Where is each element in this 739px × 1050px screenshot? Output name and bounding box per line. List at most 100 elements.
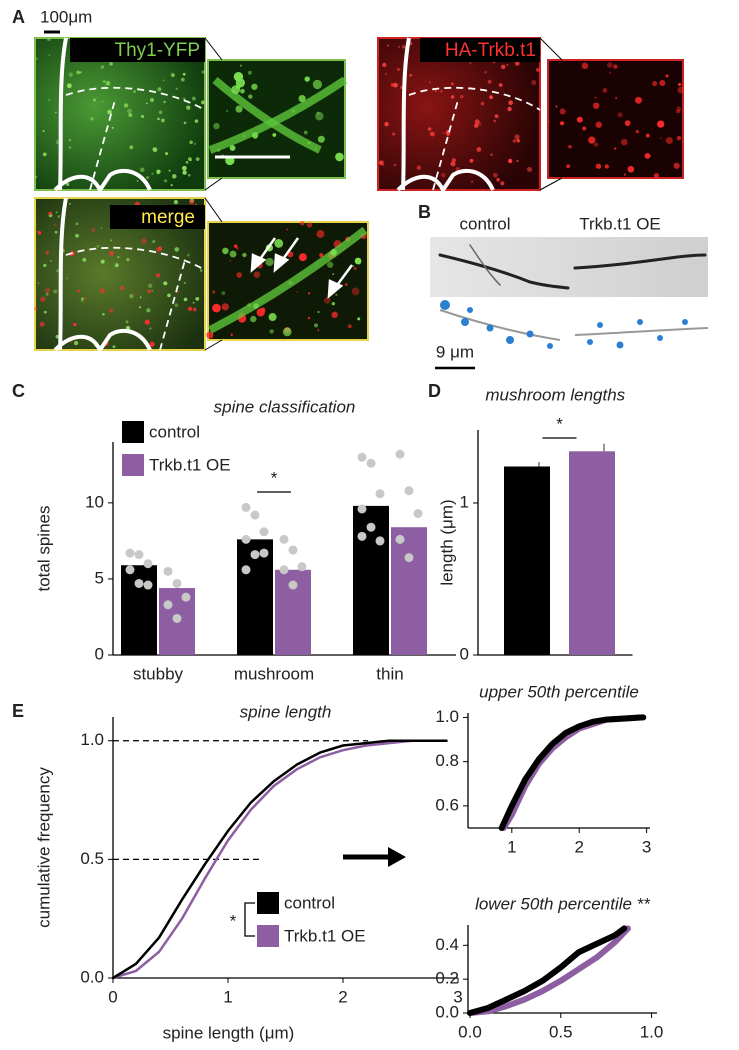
speckle-dot [331, 301, 336, 306]
control-label: control [459, 214, 510, 233]
speckle-dot [613, 64, 618, 69]
chart-title: spine classification [214, 397, 356, 416]
speckle-dot [317, 329, 320, 332]
x-axis-label: spine length (μm) [163, 1023, 295, 1042]
speckle-dot [559, 108, 566, 115]
speckle-dot [145, 102, 148, 105]
speckle-dot [450, 161, 456, 167]
speckle-dot [595, 163, 602, 169]
transition-arrow [343, 847, 406, 867]
speckle-dot [508, 100, 514, 106]
speckle-dot [393, 163, 397, 167]
speckle-dot [531, 79, 537, 86]
speckle-dot [40, 296, 46, 302]
speckle-dot [175, 87, 178, 90]
y-tick-label: 0.8 [435, 751, 459, 770]
speckle-dot [73, 322, 77, 327]
speckle-dot [657, 120, 665, 128]
speckle-dot [469, 158, 474, 163]
speckle-dot [123, 103, 129, 108]
legend-label: control [149, 422, 200, 441]
x-tick-label: 0.0 [458, 1022, 482, 1041]
zoom-connectors [204, 37, 563, 351]
speckle-dot [314, 147, 317, 150]
speckle-dot [173, 199, 179, 205]
data-point [357, 504, 367, 514]
speckle-dot [507, 158, 513, 164]
data-point [134, 578, 144, 588]
y-tick-label: 0 [460, 644, 469, 663]
speckle-dot [441, 172, 446, 178]
speckle-dot [189, 199, 195, 205]
speckle-dot [152, 240, 156, 243]
y-tick-label: 1.0 [80, 730, 104, 749]
speckle-dot [83, 297, 86, 300]
speckle-dot [53, 223, 57, 226]
data-point [279, 534, 289, 544]
data-point [125, 565, 135, 575]
data-point [241, 565, 251, 575]
speckle-dot [170, 72, 175, 78]
speckle-dot [109, 239, 113, 242]
reconstruction-spines [440, 300, 688, 349]
speckle-dot [136, 179, 139, 182]
speckle-dot [68, 72, 73, 77]
merge-label: merge [141, 207, 195, 228]
speckle-dot [145, 176, 150, 180]
speckle-dot [319, 253, 324, 258]
speckle-dot [183, 121, 187, 125]
speckle-dot [307, 141, 311, 145]
speckle-dot [90, 116, 94, 121]
label-box [420, 38, 540, 62]
chart-title: lower 50th percentile ** [475, 894, 651, 913]
speckle-dot [308, 292, 311, 295]
data-point [366, 458, 376, 468]
speckle-dot [330, 249, 337, 256]
speckle-dot [37, 282, 40, 284]
speckle-dot [298, 253, 307, 262]
speckle-dot [439, 89, 443, 93]
speckle-dot [225, 109, 229, 112]
speckle-dot [75, 233, 79, 238]
speckle-dot [235, 105, 243, 113]
data-point [181, 592, 191, 602]
speckle-dot [183, 297, 188, 302]
speckle-dot [45, 287, 51, 294]
speckle-dot [588, 136, 596, 144]
data-point [413, 509, 423, 519]
speckle-dot [652, 80, 658, 87]
speckle-dot [506, 63, 509, 66]
ha-label: HA-Trkb.t1 [445, 40, 536, 61]
y-tick-label: 0.0 [80, 967, 104, 986]
x-tick-label: 1 [223, 987, 232, 1006]
speckle-dot [593, 102, 600, 109]
data-point [375, 489, 385, 499]
speckle-dot [233, 244, 238, 248]
speckle-dot [665, 74, 669, 78]
speckle-dot [125, 320, 129, 324]
speckle-dot [296, 291, 298, 293]
speckle-dot [181, 165, 187, 171]
data-point [288, 545, 298, 555]
speckle-dot [129, 145, 134, 150]
speckle-dot [428, 81, 431, 84]
speckle-dot [151, 172, 154, 175]
speckle-dot [607, 62, 613, 68]
data-point [404, 553, 414, 563]
speckle-dot [149, 341, 155, 347]
y-tick-label: 1 [460, 492, 469, 511]
speckle-dot [43, 263, 47, 268]
speckle-dot [676, 109, 681, 114]
series-line [467, 925, 628, 1016]
speckle-dot [265, 257, 274, 267]
speckle-dot [250, 315, 257, 323]
speckle-dot [42, 152, 47, 157]
dendrite [208, 76, 348, 154]
data-point [125, 548, 135, 558]
speckle-dot [217, 148, 221, 152]
speckle-dot [635, 129, 640, 134]
speckle-dot [615, 96, 618, 100]
panel-label: A [12, 7, 25, 27]
speckle-dot [344, 283, 348, 286]
